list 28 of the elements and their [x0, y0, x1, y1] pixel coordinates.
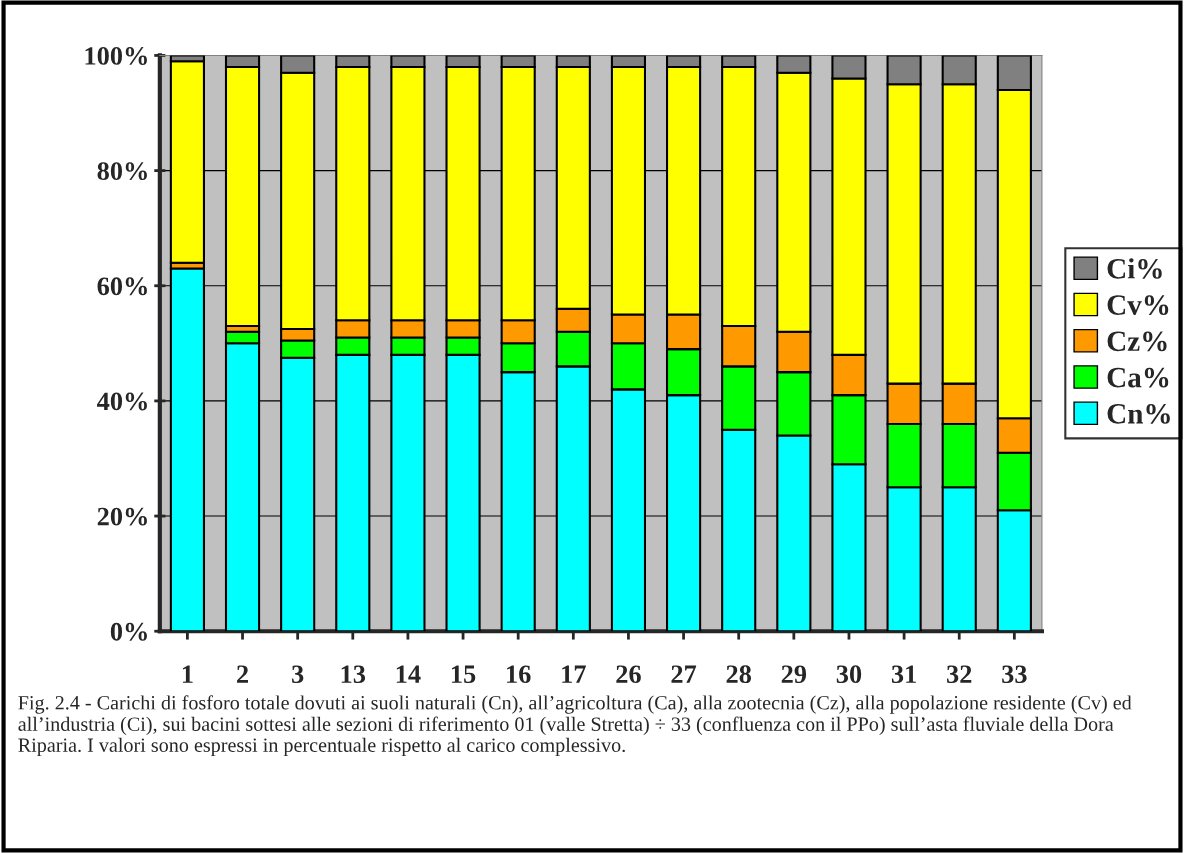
x-tick-label: 17 [562, 665, 586, 683]
caption: Fig. 2.4 - Carichi di fosforo totale dovuti ai suoli naturali (Cn), all’agricoltura (Ca), alla zootecnia (Cz), alla popolazione residente (Cv) ed all’industria (Ci), sui bacini sottesi alle sezioni di riferimento 01 (valle Stretta) ÷ 33 (confluenza con il PPo) sull’asta fluviale della Dora Riparia. I valori sono espressi in percentuale rispetto al carico complessivo. [18, 695, 1132, 757]
x-tick-label: 28 [726, 665, 752, 684]
x-tick-label: 29 [781, 665, 807, 684]
x-tick-label: 14 [396, 665, 421, 683]
x-tick-label: 31 [891, 665, 916, 684]
legend-label: Cn% [1107, 403, 1170, 424]
x-tick-label: 15 [451, 665, 476, 684]
x-tick-label: 26 [616, 665, 641, 684]
x-tick-label: 16 [507, 665, 531, 684]
y-tick-label: 0% [110, 622, 147, 641]
y-tick-label: 80% [97, 162, 147, 181]
x-tick-label: 13 [341, 665, 366, 684]
x-tick-label: 27 [671, 665, 697, 683]
legend-label: Ca% [1107, 367, 1169, 388]
legend-label: Cv% [1107, 295, 1169, 315]
x-tick-label: 2 [237, 665, 248, 683]
x-tick-label: 3 [292, 665, 304, 684]
x-tick-label: 1 [182, 665, 193, 683]
y-tick-label: 100% [85, 47, 147, 65]
x-tick-label: 32 [947, 665, 972, 684]
legend-label: Cz% [1107, 331, 1167, 352]
legend-label: Ci% [1107, 258, 1162, 279]
y-tick-label: 60% [97, 277, 147, 296]
y-tick-label: 40% [97, 392, 147, 411]
x-tick-label: 33 [1002, 665, 1027, 684]
y-tick-label: 20% [97, 507, 147, 526]
x-tick-label: 30 [836, 665, 862, 684]
